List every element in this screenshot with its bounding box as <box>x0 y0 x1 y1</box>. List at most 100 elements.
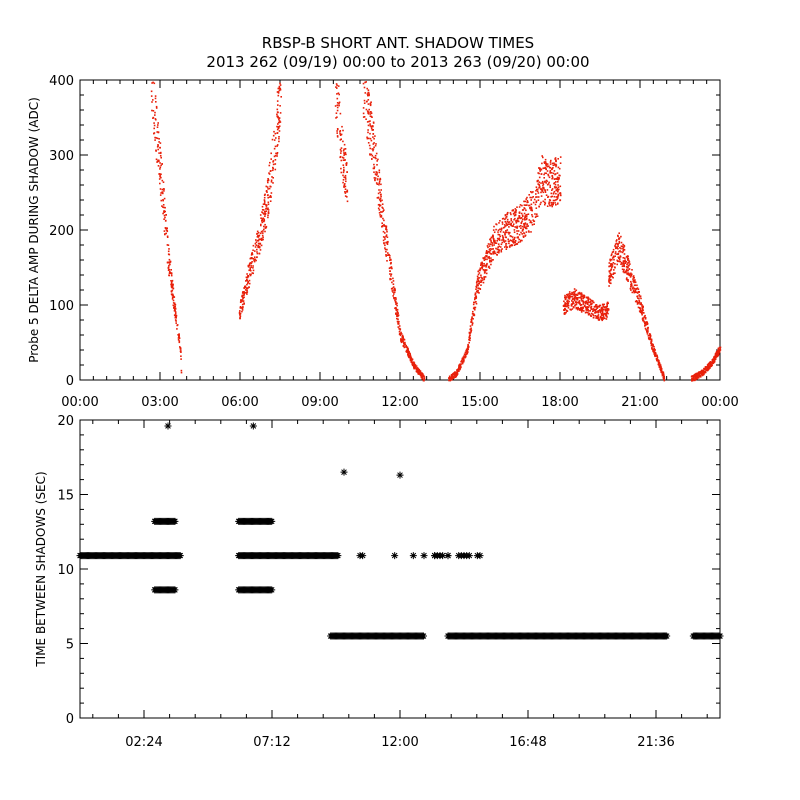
data-point <box>489 261 491 263</box>
data-point <box>415 367 418 369</box>
data-point <box>156 126 159 128</box>
data-point <box>370 139 373 142</box>
data-point <box>367 89 370 91</box>
data-point <box>275 137 277 139</box>
data-point <box>261 211 263 213</box>
data-point <box>578 300 581 302</box>
data-point <box>604 309 607 311</box>
data-point <box>538 176 541 179</box>
data-point <box>153 132 155 135</box>
data-point <box>472 303 475 306</box>
data-point <box>608 279 610 281</box>
data-point <box>365 81 367 83</box>
data-point <box>176 324 178 327</box>
data-point <box>628 268 630 270</box>
data-point <box>278 125 281 127</box>
data-point <box>626 279 628 281</box>
data-point <box>267 212 270 214</box>
data-point <box>594 305 596 308</box>
data-point <box>521 233 523 235</box>
data-point <box>243 291 246 294</box>
data-point <box>578 301 580 303</box>
data-point <box>625 269 628 271</box>
data-point <box>378 180 381 183</box>
y-axis-label: TIME BETWEEN SHADOWS (SEC) <box>34 471 48 667</box>
data-point <box>545 194 548 196</box>
data-point <box>263 219 266 222</box>
data-point <box>369 125 372 127</box>
data-point <box>536 188 539 191</box>
data-point <box>346 189 349 192</box>
data-point <box>555 159 557 161</box>
data-point <box>407 352 409 354</box>
data-point <box>500 243 503 246</box>
data-point <box>241 299 243 301</box>
data-point <box>709 361 712 363</box>
data-point <box>697 377 700 379</box>
data-point <box>373 146 375 149</box>
data-point <box>505 217 507 219</box>
data-point <box>159 166 162 169</box>
data-point <box>365 108 368 111</box>
data-point <box>269 170 272 172</box>
data-point <box>339 148 342 151</box>
data-point <box>154 118 157 120</box>
data-point <box>265 210 267 212</box>
data-point <box>535 215 538 217</box>
data-point <box>454 375 456 377</box>
data-point <box>376 164 378 166</box>
data-point <box>501 241 504 244</box>
data-point <box>646 327 649 330</box>
data-point <box>244 289 247 291</box>
data-point <box>178 336 180 338</box>
data-point <box>366 93 369 95</box>
data-point <box>162 204 165 206</box>
data-point <box>163 218 165 220</box>
data-point <box>459 368 461 371</box>
data-point <box>152 110 155 112</box>
data-point <box>248 269 250 272</box>
data-point <box>469 325 472 327</box>
data-point <box>366 87 368 90</box>
data-point <box>624 262 627 264</box>
data-point <box>485 266 487 268</box>
data-point <box>536 188 538 191</box>
data-point <box>417 370 419 372</box>
data-point <box>621 245 624 248</box>
data-point <box>530 220 532 222</box>
data-point <box>707 363 710 366</box>
data-point <box>633 281 635 284</box>
data-point <box>628 264 630 267</box>
data-point <box>380 195 382 198</box>
data-point <box>650 342 653 344</box>
data-point <box>366 137 369 140</box>
data-point <box>547 195 550 198</box>
data-point <box>614 251 617 253</box>
data-point <box>556 176 559 179</box>
data-point <box>530 207 533 209</box>
data-point <box>403 346 406 349</box>
data-point <box>378 169 381 172</box>
data-point <box>541 155 543 157</box>
data-point <box>663 377 666 379</box>
data-point <box>658 365 661 367</box>
data-point <box>509 235 512 237</box>
data-point <box>518 211 521 214</box>
data-point <box>594 309 596 311</box>
data-point <box>509 244 512 247</box>
data-point <box>619 256 622 258</box>
data-point <box>480 262 482 264</box>
data-point <box>495 223 497 225</box>
data-point <box>610 265 612 267</box>
data-point <box>568 291 571 293</box>
data-point <box>455 373 457 375</box>
data-point <box>620 251 622 253</box>
data-point <box>481 277 484 280</box>
data-point <box>377 196 380 199</box>
data-point <box>154 114 156 116</box>
data-point <box>623 262 625 264</box>
data-point <box>550 196 552 198</box>
data-point <box>276 132 279 134</box>
data-point <box>178 340 181 342</box>
data-point <box>548 199 551 201</box>
